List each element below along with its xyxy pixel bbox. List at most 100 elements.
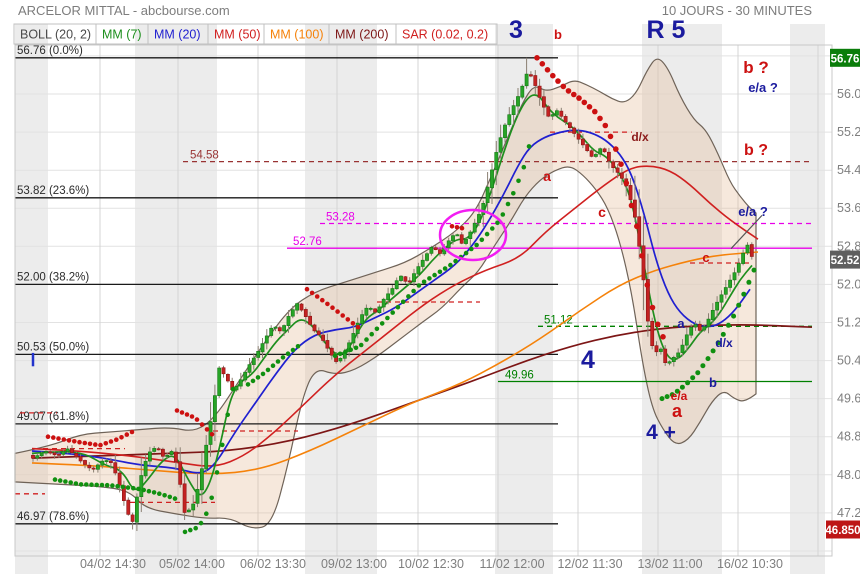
legend-item: BOLL (20, 2) [20, 28, 91, 42]
sar-dot [597, 115, 603, 122]
sar-dot [51, 435, 56, 440]
candle-bullish [338, 357, 343, 362]
sar-dot [437, 269, 443, 275]
sar-dot [136, 486, 141, 492]
sar-dot [61, 437, 67, 442]
candle-bearish [650, 320, 655, 346]
sar-dot [715, 340, 721, 346]
mm200-line [31, 324, 813, 459]
sar-dot [230, 386, 236, 392]
candle-bullish [65, 448, 70, 452]
sar-dot [103, 441, 109, 446]
level-label: 49.96 [505, 370, 534, 382]
candle-bearish [546, 106, 551, 117]
sar-dot [72, 439, 77, 444]
candle-bullish [169, 451, 174, 455]
y-axis-label: 49.600 [837, 392, 860, 406]
sar-dot [400, 299, 406, 305]
candle-bullish [286, 316, 291, 326]
sar-dot [198, 520, 204, 526]
sar-dot [634, 223, 640, 230]
wave-annotation: d/x [631, 130, 649, 144]
sar-dot [618, 161, 624, 167]
legend-item: MM (100) [270, 28, 323, 42]
y-axis-label: 48.800 [837, 430, 860, 444]
level-label: 53.28 [326, 211, 355, 223]
sar-dot [332, 353, 338, 359]
wave-annotation: a [543, 168, 551, 184]
candle-bullish [684, 334, 689, 346]
sar-dot [511, 191, 516, 196]
legend-item: MM (200) [335, 28, 388, 42]
last-price-badge-text: 52.52 [831, 255, 860, 267]
sar-dot [416, 283, 422, 288]
wave-annotation: R 5 [647, 16, 686, 44]
candle-bearish [174, 451, 178, 463]
sar-dot [340, 313, 346, 318]
sar-dot [335, 309, 340, 314]
sar-dot [214, 470, 220, 475]
sar-dot [330, 305, 335, 311]
candle-bearish [321, 334, 326, 341]
sar-dot [225, 412, 230, 418]
wave-annotation: e/a ? [748, 80, 778, 95]
y-axis-label: 53.60 [837, 201, 860, 215]
instrument-title: ARCELOR MITTAL - abcbourse.com [18, 3, 230, 18]
wave-annotation: 3 [509, 16, 523, 44]
wave-annotation: e/a ? [738, 204, 768, 219]
candle-bearish [70, 448, 74, 453]
candle-bullish [481, 203, 486, 215]
candle-bullish [399, 275, 403, 281]
sar-dot [131, 485, 136, 491]
sar-dot [309, 290, 315, 296]
sar-dot [204, 511, 209, 516]
high-price-badge [830, 48, 860, 67]
candle-bearish [299, 303, 304, 311]
candle-bearish [308, 315, 313, 325]
sar-dot [746, 279, 752, 285]
candle-bullish [104, 460, 109, 463]
sar-dot [66, 438, 72, 443]
sar-dot [93, 442, 98, 447]
fibonacci-label: 49.07 (61.8%) [17, 411, 89, 423]
last-price-badge [830, 250, 860, 269]
candle-bearish [576, 133, 581, 140]
candle-bullish [364, 307, 369, 316]
sar-dot [700, 363, 706, 369]
candle-bullish [44, 451, 48, 454]
candle-bearish [83, 460, 87, 465]
candle-bullish [498, 137, 503, 153]
period-label: 10 JOURS - 30 MINUTES [661, 3, 812, 18]
candle-bearish [221, 367, 226, 375]
sar-dot [110, 483, 115, 488]
fibonacci-label: 53.82 (23.6%) [17, 185, 89, 197]
sar-dot [484, 231, 490, 237]
sar-dot [68, 480, 73, 485]
candle-bullish [381, 298, 386, 308]
sar-dot [421, 279, 427, 285]
sar-dot [555, 78, 561, 84]
sar-dot [395, 304, 401, 310]
level-label: 54.58 [190, 150, 219, 162]
sar-dot [664, 394, 670, 400]
y-axis-label: 56.00 [837, 87, 860, 101]
sar-dot [710, 348, 716, 354]
sar-dot [108, 439, 114, 444]
mm7-line [31, 94, 753, 496]
sar-dot [495, 220, 500, 226]
candle-bearish [57, 453, 61, 456]
y-axis-label: 55.20 [837, 125, 860, 139]
candle-bearish [325, 340, 330, 349]
candle-bullish [347, 342, 352, 352]
sar-dot [474, 242, 479, 248]
sar-dot [220, 442, 225, 448]
sar-dot [751, 267, 757, 273]
candle-bearish [606, 151, 611, 162]
x-axis-label: 09/02 13:00 [321, 557, 387, 571]
candle-bearish [611, 161, 616, 169]
day-band [495, 24, 553, 574]
sar-dot [337, 351, 343, 357]
candle-bearish [178, 461, 183, 485]
